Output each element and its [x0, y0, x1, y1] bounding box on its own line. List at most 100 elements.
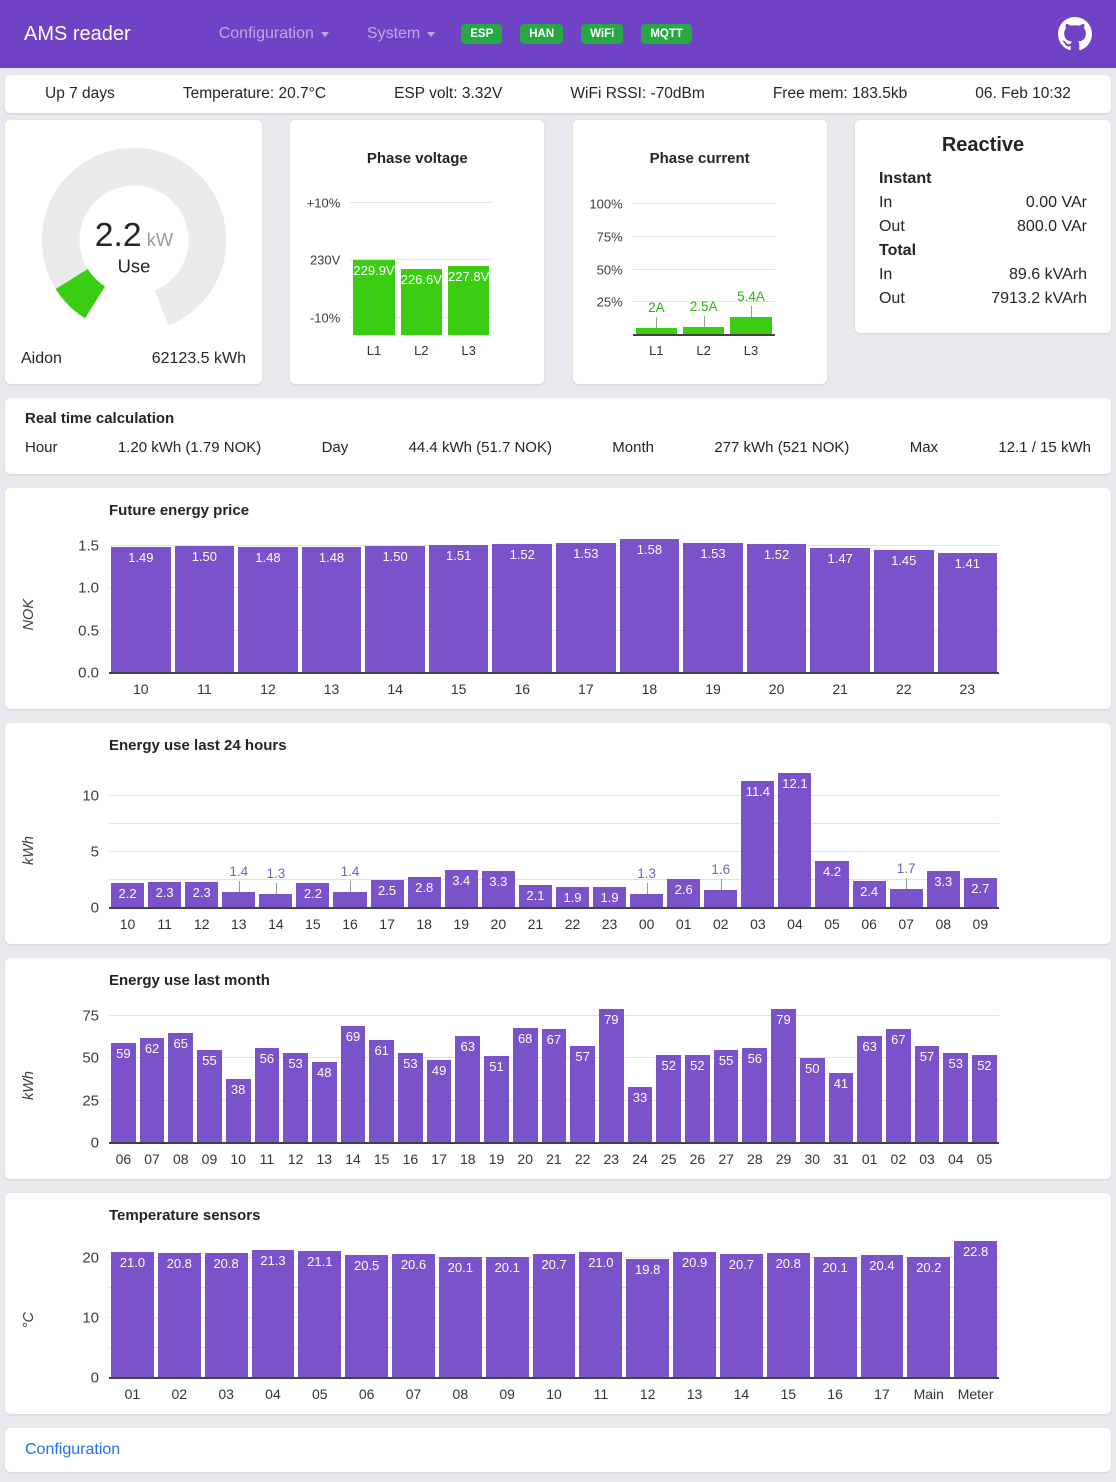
bar-slot: 1.3: [257, 768, 294, 908]
x-tick-label: 19: [705, 681, 721, 697]
x-tick-label: 07: [144, 1151, 160, 1167]
plot-area: 0 10 20 21.0 20.8 20.8 21.3 21.1 20.5 20.6 20.1 20.…: [82, 1238, 999, 1386]
x-tick-label: L2: [696, 343, 711, 358]
main-nav: Configuration System: [219, 25, 436, 43]
bar-slot: 50: [798, 1003, 827, 1143]
bar: 20.5: [345, 1254, 389, 1378]
x-tick-label: 23: [959, 681, 976, 697]
y-axis-label: kWh: [21, 835, 37, 865]
x-tick-label: 07: [405, 1386, 422, 1402]
bar-value-label: 1.48: [255, 550, 281, 566]
chart-title: Phase current: [649, 150, 750, 167]
bar-value-label: 67: [546, 1032, 562, 1048]
bar-slot: 52: [654, 1003, 683, 1143]
bar-value-label: 11.4: [745, 783, 771, 799]
x-tick-label: 11: [197, 681, 212, 697]
bar-slot: 79: [597, 1003, 626, 1143]
bar-value-label: 2.3: [192, 885, 211, 901]
bar: 20.1: [485, 1257, 529, 1378]
bar: 2.5: [370, 880, 404, 908]
bar: [630, 893, 664, 908]
bar: 3.3: [481, 871, 515, 908]
bar-value-label: 2.3: [155, 885, 174, 901]
y-axis-label: kWh: [21, 1070, 37, 1100]
bar-value-label: 226.6V: [400, 271, 442, 287]
label-connector: [906, 878, 908, 890]
app-title: AMS reader: [24, 22, 131, 45]
x-tick-label: 24: [632, 1151, 648, 1167]
bar-value-label: 55: [718, 1052, 734, 1068]
bar: 49: [426, 1059, 452, 1143]
bar: 56: [742, 1047, 768, 1143]
bar: [259, 893, 293, 908]
y-tick-label: 1.0: [78, 579, 99, 597]
bar: 2.7: [963, 877, 997, 908]
bar-value-label: 52: [661, 1057, 676, 1073]
configuration-link[interactable]: Configuration: [25, 1441, 121, 1458]
bar: 52: [685, 1054, 710, 1143]
bar-value-label: 1.52: [763, 547, 790, 563]
y-tick-label: +10%: [306, 195, 341, 210]
bar-value-label: 48: [317, 1064, 332, 1080]
y-tick-label: 0: [90, 1369, 99, 1387]
bar-slot: 20.1: [484, 1238, 531, 1378]
bar-value-label: 41: [833, 1076, 849, 1092]
y-tick-label: 0.5: [78, 622, 99, 640]
x-tick-label: 04: [787, 916, 803, 932]
bar-value-label: 20.1: [494, 1260, 520, 1276]
phase-voltage-chart: +10% 230V -10% 229.9V 226.6V 227.8V L1 L2 L3: [290, 195, 544, 358]
bar: 20.6: [392, 1254, 435, 1378]
x-tick-label: 02: [713, 916, 729, 932]
bar-value-label: 3.4: [452, 873, 471, 889]
x-tick-label: 10: [546, 1386, 562, 1402]
bar-value-label: 67: [891, 1032, 906, 1048]
phase-voltage-card: Phase voltage +10% 230V -10% 229.9V 226.6V 22…: [290, 120, 545, 384]
x-tick-label: 11: [593, 1386, 609, 1402]
bar-slot: 20.9: [671, 1238, 718, 1378]
bar: 59: [111, 1042, 136, 1143]
bar: 61: [369, 1039, 395, 1143]
energy-24h-chart: kWh 0 5 10 2.2 2.3 2.3 1.4 1.3 2.2 1.4 2.5 2.8 3.4 3.3…: [5, 768, 1111, 932]
bar-slot: 1.6: [702, 768, 739, 908]
bar-value-label: 19.8: [635, 1262, 661, 1278]
bar: 2.8: [407, 876, 441, 908]
bar: 1.50: [365, 545, 425, 673]
bar: 19.8: [626, 1259, 670, 1378]
bar-slot: 1.9: [554, 768, 591, 908]
bar: 55: [713, 1049, 739, 1143]
bar: [730, 317, 772, 335]
reactive-row: In 0.00 VAr: [879, 191, 1087, 215]
realtime-day-value: 44.4 kWh (51.7 NOK): [408, 439, 552, 456]
bar-value-label: 21.0: [588, 1254, 614, 1270]
nav-item-configuration[interactable]: Configuration: [219, 25, 329, 43]
x-tick-label: 20: [517, 1151, 533, 1167]
bar-slot: 51: [482, 1003, 511, 1143]
bar: 226.6V: [400, 268, 442, 335]
bar: 11.4: [741, 780, 775, 908]
realtime-calculation-card: Real time calculation Hour 1.20 kWh (1.7…: [5, 398, 1111, 474]
bar: 56: [254, 1047, 280, 1143]
x-tick-label: 14: [387, 681, 403, 697]
x-tick-label: 06: [115, 1151, 132, 1167]
github-icon[interactable]: [1058, 17, 1092, 51]
x-tick-label: 16: [342, 916, 358, 932]
bar: 2.6: [667, 879, 701, 908]
bar-slot: 53: [396, 1003, 425, 1143]
bar: 20.1: [813, 1257, 857, 1378]
x-tick-label: 22: [574, 1151, 591, 1167]
bar-value-label: 57: [919, 1049, 935, 1065]
bar: 79: [598, 1008, 624, 1143]
bar-slot: 2.5A: [680, 195, 727, 335]
bar-value-label: 1.3: [266, 865, 286, 881]
bar: 1.58: [619, 538, 680, 673]
y-tick-label: 0.0: [78, 664, 99, 682]
bar-slot: 1.7: [888, 768, 925, 908]
bar-slot: 1.4: [220, 768, 257, 908]
bar: 2.3: [148, 882, 182, 908]
gridline: [109, 1014, 999, 1016]
bar: 67: [541, 1029, 567, 1143]
bar-value-label: 1.6: [711, 862, 731, 878]
bar-slot: 69: [339, 1003, 368, 1143]
bar-slot: 229.9V: [350, 195, 397, 335]
nav-item-system[interactable]: System: [367, 25, 436, 43]
